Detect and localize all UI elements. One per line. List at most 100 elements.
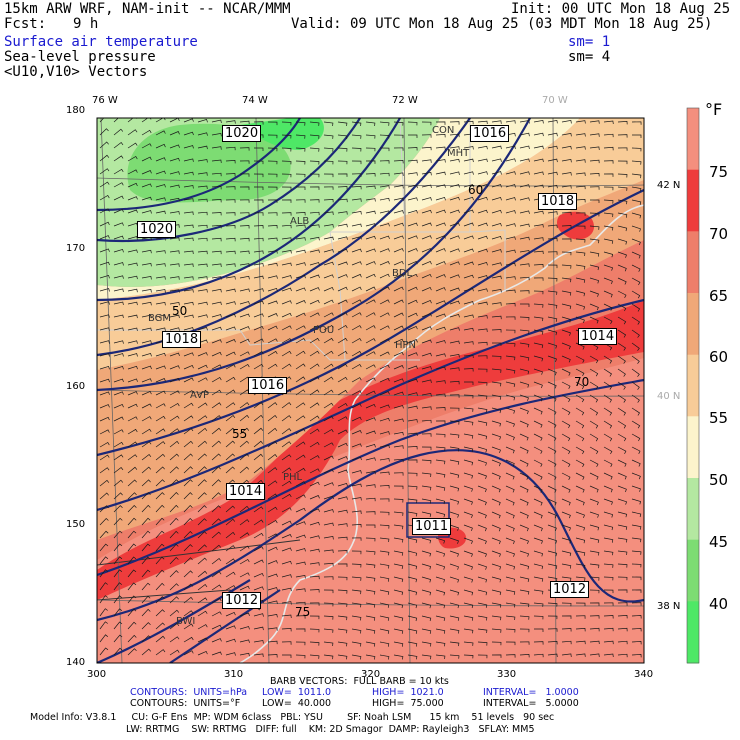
wind-barb — [603, 173, 614, 177]
wind-barb — [617, 446, 627, 455]
wind-barb — [393, 511, 404, 516]
wind-barb — [561, 485, 571, 493]
wind-barb — [477, 550, 487, 558]
wind-barb — [295, 601, 306, 606]
wind-barb — [169, 352, 180, 357]
wind-barb — [603, 120, 614, 125]
wind-barb — [407, 209, 418, 214]
wind-barb — [253, 613, 264, 617]
wind-barb — [519, 145, 530, 149]
wind-barb — [127, 378, 138, 383]
wind-barb — [561, 119, 572, 124]
wind-barb — [617, 498, 628, 505]
wind-barb — [407, 654, 418, 660]
wind-barb — [435, 654, 446, 660]
wind-barb — [323, 389, 334, 396]
wind-barb — [253, 653, 264, 657]
isobar-label: 1014 — [578, 328, 618, 345]
wind-barb — [449, 641, 460, 647]
wind-barb — [589, 537, 600, 543]
wind-barb — [113, 365, 124, 370]
wind-barb — [393, 641, 404, 647]
wind-barb — [309, 312, 320, 318]
wind-barb — [225, 531, 236, 539]
wind-barb — [309, 160, 320, 165]
wind-barb — [519, 342, 530, 348]
wind-barb — [505, 459, 515, 467]
wind-barb — [281, 199, 292, 203]
wind-barb — [421, 641, 432, 647]
wind-barb — [603, 472, 613, 480]
wind-barb — [379, 172, 390, 177]
wind-barb — [127, 288, 138, 293]
wind-barb — [351, 173, 362, 177]
wind-barb — [631, 394, 640, 403]
wind-barb — [421, 184, 432, 188]
wind-barb — [547, 550, 558, 557]
wind-barb — [337, 403, 348, 409]
wind-barb — [421, 511, 432, 517]
wind-barb — [379, 286, 390, 292]
wind-barb — [253, 160, 264, 165]
wind-barb — [225, 638, 236, 643]
wind-barb — [519, 223, 530, 228]
wind-barb — [393, 615, 404, 622]
wind-barb — [519, 563, 530, 570]
wind-barb — [337, 389, 348, 396]
wind-barb — [631, 381, 640, 390]
wind-barb — [421, 419, 432, 424]
wind-barb — [505, 589, 516, 595]
wind-barb — [561, 277, 572, 283]
wind-barb — [183, 198, 194, 202]
wind-barb — [337, 576, 348, 581]
wind-barb — [632, 134, 642, 138]
wind-barb — [631, 212, 642, 219]
wind-barb — [505, 615, 516, 621]
wind-barb — [155, 301, 166, 306]
wind-barb — [337, 173, 348, 177]
wind-barb — [211, 544, 222, 552]
wind-barb — [253, 263, 264, 267]
wind-barb — [631, 563, 642, 568]
wind-barb — [393, 365, 404, 370]
wind-barb — [113, 530, 123, 539]
wind-barb — [253, 338, 264, 344]
wind-barb — [519, 524, 529, 532]
latitude-tick: 40 N — [657, 391, 681, 402]
wind-barb — [351, 602, 362, 608]
wind-barb — [533, 250, 544, 255]
wind-barb — [393, 260, 404, 266]
wind-barb — [239, 532, 250, 539]
wind-barb — [253, 363, 264, 370]
wind-barb — [547, 407, 557, 415]
wind-barb — [463, 602, 474, 609]
wind-barb — [183, 544, 193, 552]
wind-barb — [561, 185, 572, 189]
wind-barb — [463, 433, 474, 439]
wind-barb — [561, 316, 572, 323]
wind-barb — [267, 313, 278, 318]
wind-barb — [407, 405, 418, 410]
wind-barb — [141, 156, 152, 162]
wind-barb — [351, 312, 362, 318]
wind-barb — [281, 121, 292, 126]
legend-level: 65 — [709, 287, 729, 305]
wind-barb — [225, 427, 236, 435]
wind-barb — [407, 602, 418, 609]
wind-barb — [379, 273, 390, 279]
wind-barb — [281, 212, 292, 216]
wind-barb — [253, 351, 264, 357]
wind-barb — [561, 563, 572, 569]
wind-barb — [337, 337, 348, 344]
wind-barb — [463, 498, 473, 505]
wind-barb — [589, 602, 600, 606]
wind-barb — [211, 479, 221, 487]
wind-barb — [547, 615, 558, 620]
wind-barb — [477, 420, 488, 426]
wind-barb — [435, 485, 446, 491]
wind-barb — [477, 196, 488, 201]
wind-barb — [169, 157, 180, 162]
wind-barb — [309, 236, 320, 241]
wind-barb — [351, 510, 362, 514]
wind-barb — [281, 428, 292, 435]
